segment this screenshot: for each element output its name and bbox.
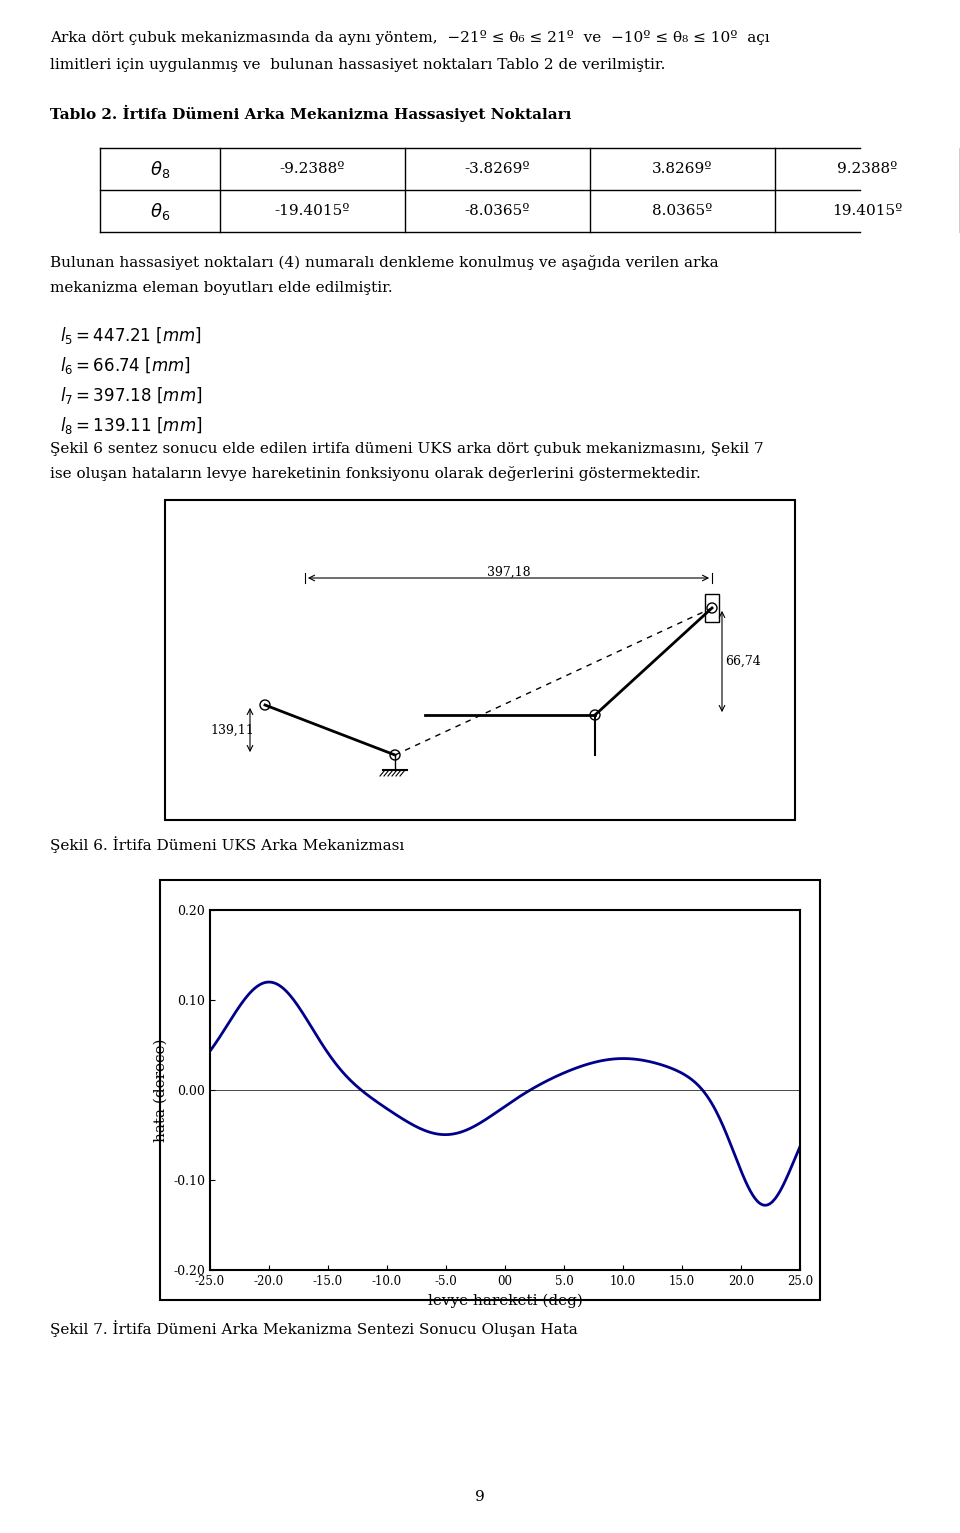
Text: 139,11: 139,11 [210,724,253,736]
Text: Şekil 6. İrtifa Dümeni UKS Arka Mekanizması: Şekil 6. İrtifa Dümeni UKS Arka Mekanizm… [50,835,404,852]
Text: $l_6 = 66.74\  [mm]$: $l_6 = 66.74\ [mm]$ [60,356,191,376]
Text: Şekil 6 sentez sonucu elde edilen irtifa dümeni UKS arka dört çubuk mekanizmasın: Şekil 6 sentez sonucu elde edilen irtifa… [50,442,763,455]
Text: $l_8 = 139.11\ [mm]$: $l_8 = 139.11\ [mm]$ [60,415,203,435]
Text: -3.8269º: -3.8269º [465,162,530,176]
Text: $l_5 = 447.21\ [mm]$: $l_5 = 447.21\ [mm]$ [60,325,202,346]
Circle shape [590,710,600,721]
Text: 3.8269º: 3.8269º [652,162,712,176]
Text: $\theta_8$: $\theta_8$ [150,158,170,179]
Circle shape [707,602,717,613]
Text: limitleri için uygulanmış ve  bulunan hassasiyet noktaları Tablo 2 de verilmişti: limitleri için uygulanmış ve bulunan has… [50,58,665,72]
Text: Tablo 2. İrtifa Dümeni Arka Mekanizma Hassasiyet Noktaları: Tablo 2. İrtifa Dümeni Arka Mekanizma Ha… [50,104,571,123]
Text: 9: 9 [475,1490,485,1504]
Text: -19.4015º: -19.4015º [275,204,350,218]
Text: 397,18: 397,18 [487,566,530,579]
Circle shape [260,701,270,710]
Text: 9.2388º: 9.2388º [837,162,898,176]
Text: mekanizma eleman boyutları elde edilmiştir.: mekanizma eleman boyutları elde edilmişt… [50,281,393,294]
Text: Arka dört çubuk mekanizmasında da aynı yöntem,  −21º ≤ θ₆ ≤ 21º  ve  −10º ≤ θ₈ ≤: Arka dört çubuk mekanizmasında da aynı y… [50,31,770,44]
Text: Bulunan hassasiyet noktaları (4) numaralı denkleme konulmuş ve aşağıda verilen a: Bulunan hassasiyet noktaları (4) numaral… [50,254,719,270]
Text: 8.0365º: 8.0365º [652,204,712,218]
Y-axis label: hata (derece): hata (derece) [154,1038,168,1142]
Text: 19.4015º: 19.4015º [832,204,902,218]
Text: $\theta_6$: $\theta_6$ [150,201,170,221]
Text: ise oluşan hataların levye hareketinin fonksiyonu olarak değerlerini göstermekte: ise oluşan hataların levye hareketinin f… [50,466,701,481]
Text: -9.2388º: -9.2388º [279,162,346,176]
Text: 66,74: 66,74 [725,655,760,668]
Text: $l_7 = 397.18\ [mm]$: $l_7 = 397.18\ [mm]$ [60,385,203,406]
Text: Şekil 7. İrtifa Dümeni Arka Mekanizma Sentezi Sonucu Oluşan Hata: Şekil 7. İrtifa Dümeni Arka Mekanizma Se… [50,1320,578,1337]
X-axis label: levye hareketi (deg): levye hareketi (deg) [427,1294,583,1308]
Text: -8.0365º: -8.0365º [465,204,530,218]
